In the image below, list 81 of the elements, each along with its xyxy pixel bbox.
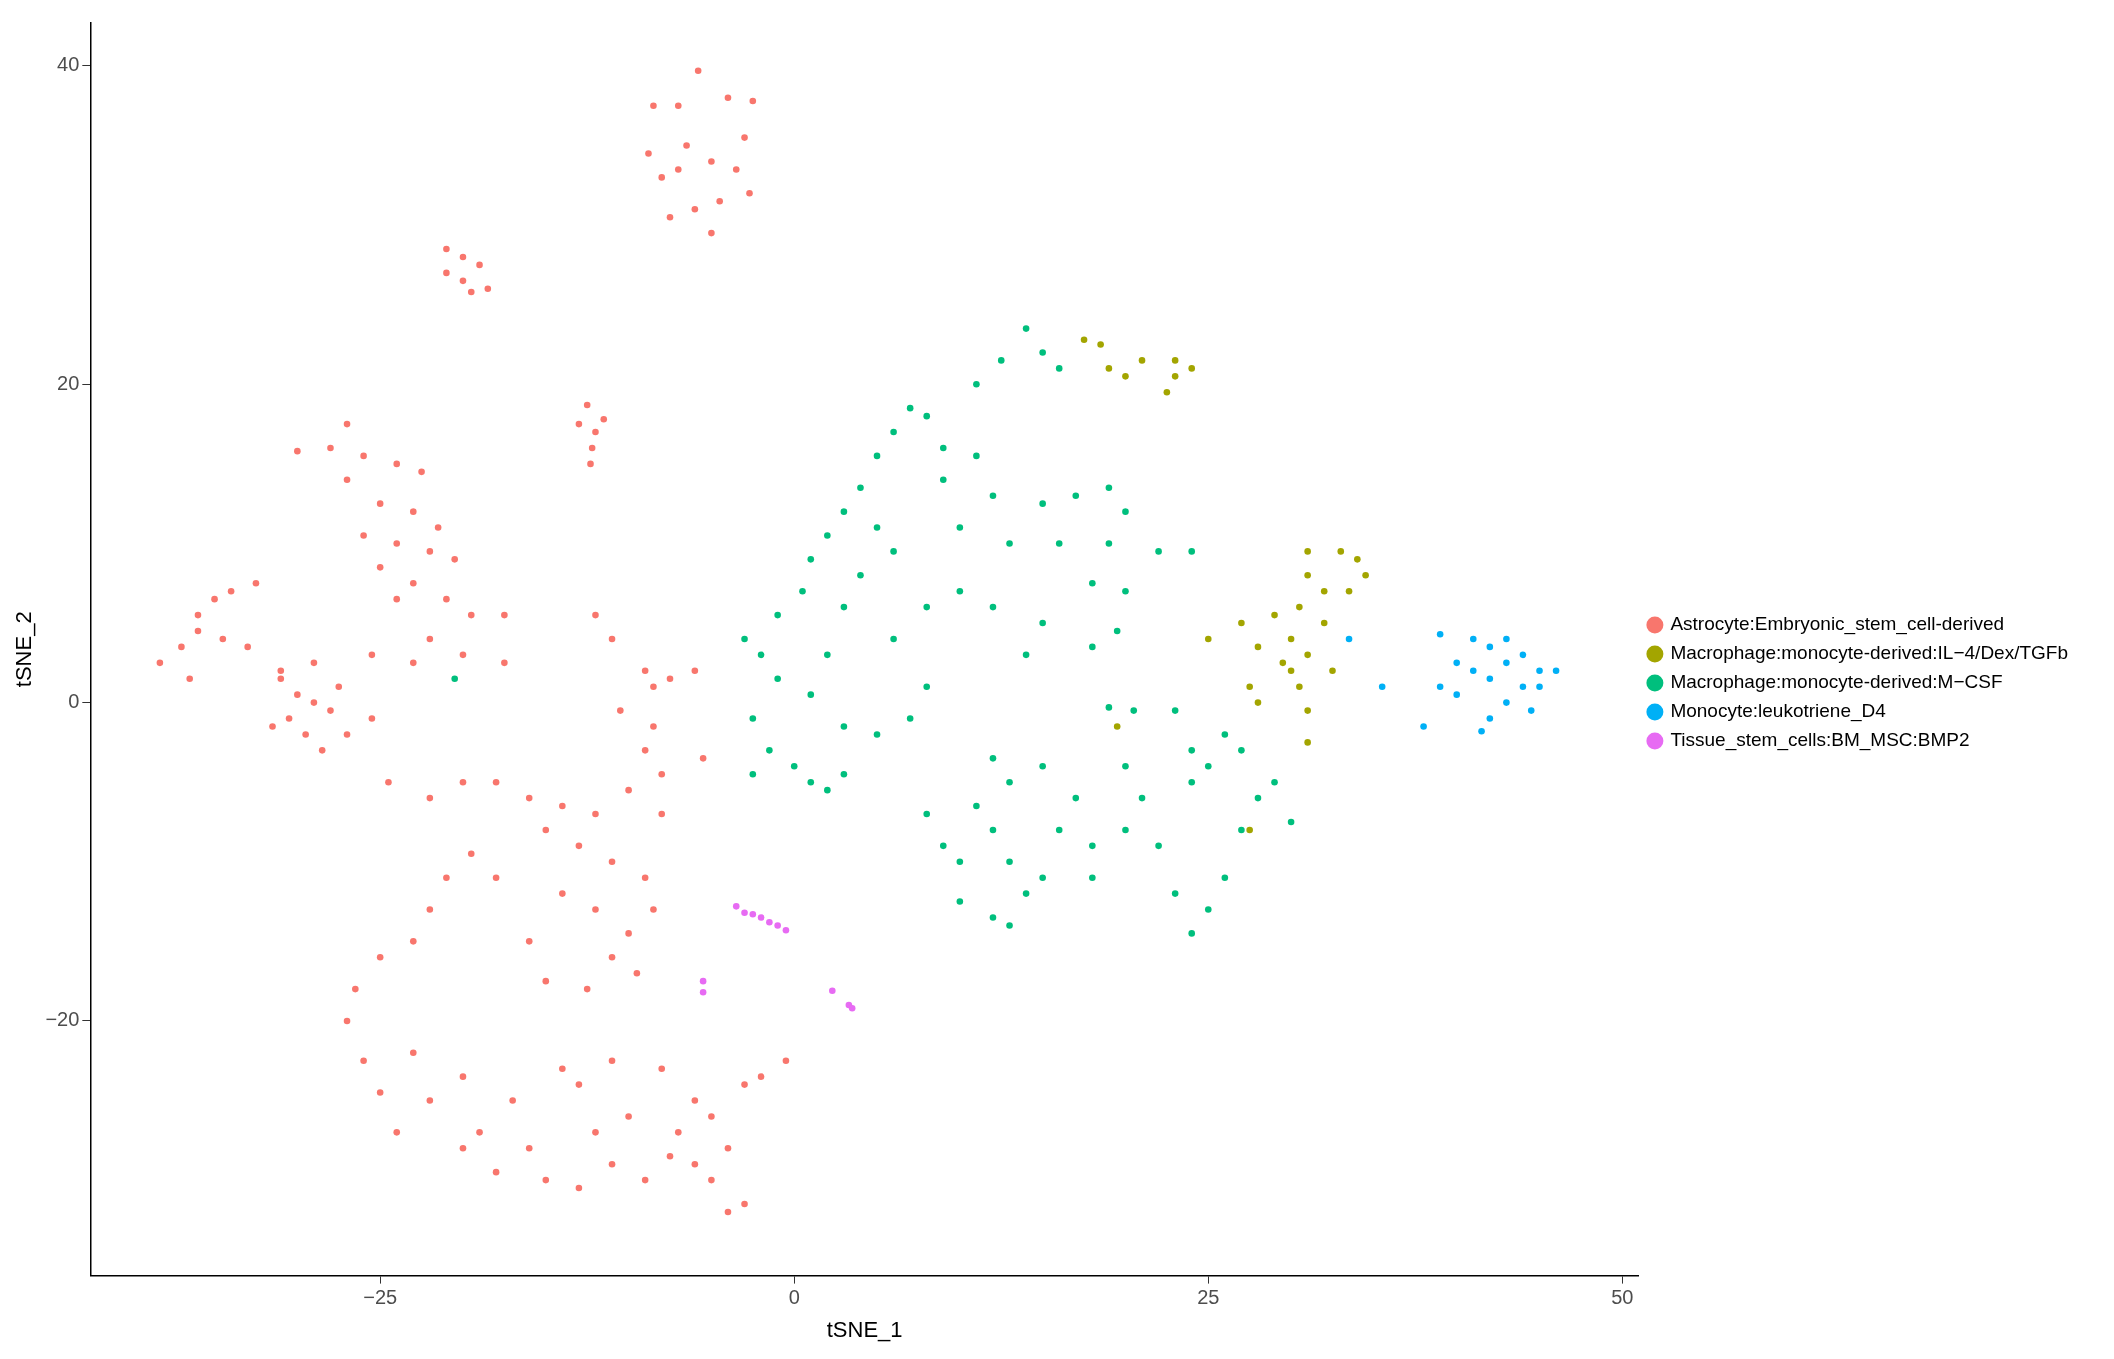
point (1304, 571, 1311, 579)
point (1345, 587, 1353, 595)
point (1254, 643, 1262, 651)
point (1254, 699, 1262, 706)
point (1163, 388, 1171, 396)
point (1329, 667, 1336, 675)
point (1188, 365, 1196, 372)
point (1320, 619, 1328, 627)
point (1486, 675, 1494, 683)
point (1536, 667, 1543, 675)
point (1453, 659, 1461, 667)
y-tick-label: 0 (68, 690, 80, 713)
point (829, 987, 836, 994)
x-tick-label: 25 (1197, 1286, 1220, 1309)
point (1469, 667, 1477, 675)
point (1287, 667, 1295, 675)
point (774, 922, 781, 929)
point (1478, 727, 1485, 735)
point (1204, 635, 1212, 643)
point (1503, 635, 1510, 643)
point (1304, 651, 1311, 659)
point (1279, 659, 1287, 667)
point (1453, 691, 1461, 698)
point (1304, 707, 1311, 714)
point (1320, 587, 1328, 595)
point (1345, 635, 1353, 643)
legend-label: Macrophage:monocyte-derived:M−CSF (1670, 671, 2003, 693)
y-tick-label: −20 (45, 1008, 80, 1031)
point (699, 988, 707, 996)
point (1436, 683, 1444, 690)
point (741, 909, 748, 917)
y-tick-label: 20 (57, 371, 80, 394)
point (1171, 357, 1179, 364)
point (1122, 373, 1129, 380)
x-axis-title: tSNE_1 (826, 1316, 903, 1342)
point (732, 903, 740, 910)
point (1271, 611, 1278, 619)
point (1354, 556, 1361, 563)
point (1304, 739, 1311, 746)
point (766, 918, 773, 926)
point (1246, 826, 1253, 834)
point (1378, 683, 1386, 690)
y-axis-title: tSNE_2 (11, 611, 37, 688)
point (1138, 357, 1146, 364)
point (1337, 548, 1345, 555)
point (1420, 723, 1427, 730)
point (1238, 619, 1245, 627)
point (782, 926, 790, 934)
point (749, 911, 757, 918)
x-tick-label: 0 (788, 1286, 800, 1309)
point (1503, 659, 1510, 667)
point (1436, 630, 1444, 638)
point (1171, 373, 1179, 380)
x-tick-label: 50 (1611, 1286, 1634, 1309)
point (1536, 683, 1543, 690)
legend-label: Tissue_stem_cells:BM_MSC:BMP2 (1670, 729, 1970, 752)
point (1362, 571, 1369, 579)
point (1296, 683, 1303, 690)
point (699, 977, 707, 985)
point (1519, 683, 1527, 690)
legend-label: Monocyte:leukotriene_D4 (1670, 700, 1887, 723)
point (1486, 643, 1494, 651)
point (1304, 548, 1311, 555)
y-tick-label: 40 (57, 53, 80, 76)
point (1287, 635, 1295, 643)
point (1080, 336, 1088, 344)
point (1552, 667, 1560, 675)
x-tick-label: −25 (363, 1286, 398, 1309)
point (1105, 365, 1113, 372)
legend-label: Astrocyte:Embryonic_stem_cell-derived (1670, 613, 2005, 636)
point (1246, 683, 1253, 690)
point (1296, 603, 1303, 611)
point (757, 914, 765, 921)
point (1527, 707, 1535, 714)
point (1469, 635, 1477, 643)
point (1519, 651, 1527, 659)
point (1097, 341, 1104, 348)
point (1503, 699, 1510, 706)
point (1486, 715, 1494, 722)
point (1113, 723, 1121, 730)
legend-label: Macrophage:monocyte-derived:IL−4/Dex/TGFb (1670, 642, 2068, 664)
